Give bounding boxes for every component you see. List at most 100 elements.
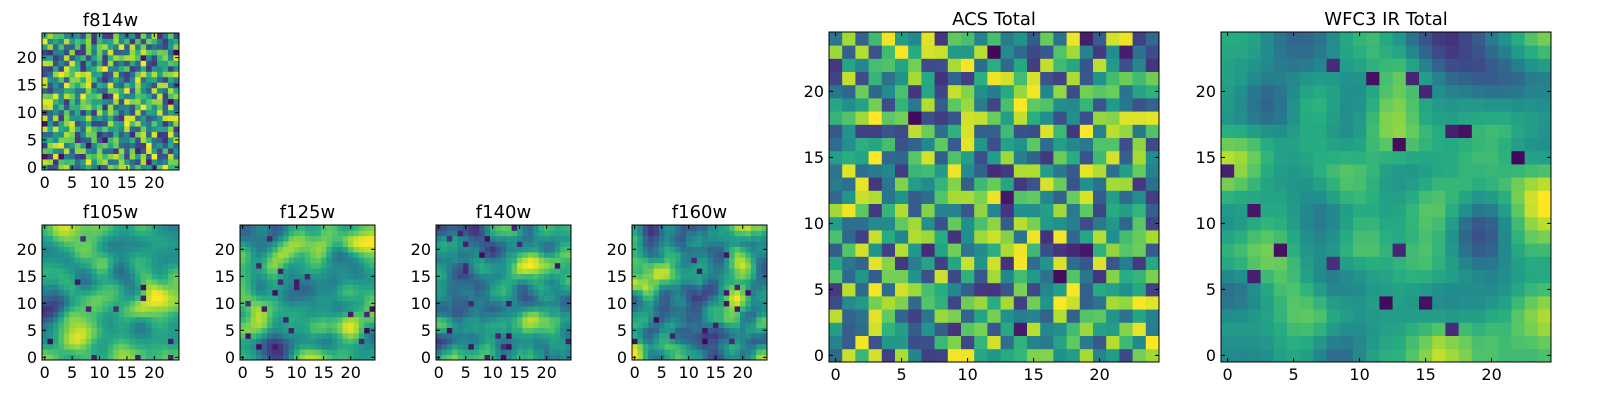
heatmap-cell xyxy=(135,354,142,361)
heatmap-cell xyxy=(718,316,725,323)
heatmap-cell xyxy=(277,289,284,296)
heatmap-cell xyxy=(1040,335,1054,350)
heatmap-cell xyxy=(1537,348,1552,363)
heatmap-cell xyxy=(162,76,169,83)
heatmap-cell xyxy=(1000,111,1015,125)
heatmap-cell xyxy=(151,131,158,138)
heatmap-cell xyxy=(441,295,448,301)
heatmap-cell xyxy=(436,284,442,291)
heatmap-cell xyxy=(151,289,158,296)
heatmap-cell xyxy=(162,300,169,307)
heatmap-cell xyxy=(680,316,687,323)
heatmap-cell xyxy=(135,33,142,39)
heatmap-cell xyxy=(102,338,109,345)
heatmap-cell xyxy=(129,87,136,94)
heatmap-cell xyxy=(669,279,676,285)
heatmap-cell xyxy=(484,246,491,253)
heatmap-cell xyxy=(533,354,539,361)
heatmap-cell xyxy=(1458,309,1473,323)
heatmap-cell xyxy=(921,230,935,244)
heatmap-cell xyxy=(91,225,98,231)
heatmap-cell xyxy=(538,349,545,355)
heatmap-cell xyxy=(283,273,289,280)
heatmap-cell xyxy=(490,300,496,307)
panel-title: f125w xyxy=(280,202,335,223)
heatmap-cell xyxy=(42,349,48,355)
heatmap-cell xyxy=(168,65,174,72)
heatmap-cell xyxy=(1524,348,1539,363)
heatmap-cell xyxy=(934,269,949,284)
heatmap-cell xyxy=(479,338,485,345)
heatmap-cell xyxy=(69,273,76,280)
heatmap-cell xyxy=(637,327,644,334)
heatmap-cell xyxy=(135,98,142,105)
heatmap-cell xyxy=(484,284,491,291)
heatmap-cell xyxy=(1445,124,1459,138)
heatmap-cell xyxy=(565,230,572,237)
heatmap-cell xyxy=(1106,282,1120,297)
heatmap-cell xyxy=(707,338,714,345)
heatmap-cell xyxy=(1145,243,1160,257)
heatmap-cell xyxy=(47,120,54,127)
heatmap-cell xyxy=(740,300,746,307)
heatmap-cell xyxy=(522,343,529,350)
heatmap-cell xyxy=(342,349,349,355)
heatmap-cell xyxy=(1079,98,1094,112)
heatmap-cell xyxy=(129,159,136,165)
heatmap-cell xyxy=(740,306,746,312)
heatmap-cell xyxy=(490,235,496,242)
heatmap-cell xyxy=(47,159,54,165)
heatmap-cell xyxy=(288,354,295,361)
heatmap-cell xyxy=(310,289,316,296)
heatmap-cell xyxy=(331,300,338,307)
heatmap-cell xyxy=(1093,124,1107,138)
heatmap-cell xyxy=(729,343,735,350)
heatmap-cell xyxy=(1260,322,1275,336)
heatmap-cell xyxy=(310,241,316,247)
heatmap-cell xyxy=(669,262,676,269)
heatmap-cell xyxy=(934,230,949,244)
heatmap-cell xyxy=(168,333,174,339)
heatmap-cell xyxy=(745,235,752,242)
heatmap-cell xyxy=(124,333,131,339)
heatmap-cell xyxy=(1471,177,1486,191)
heatmap-cell xyxy=(91,43,98,50)
heatmap-cell xyxy=(1027,124,1041,138)
heatmap-cell xyxy=(987,309,1001,323)
heatmap-cell xyxy=(283,338,289,345)
heatmap-cell xyxy=(326,273,333,280)
heatmap-cell xyxy=(723,262,730,269)
heatmap-cell xyxy=(1013,71,1028,86)
heatmap-cell xyxy=(337,284,343,291)
heatmap-cell xyxy=(675,322,681,328)
heatmap-cell xyxy=(369,268,376,274)
heatmap-cell xyxy=(1366,269,1380,284)
heatmap-cell xyxy=(895,335,909,350)
heatmap-cell xyxy=(294,230,300,237)
heatmap-cell xyxy=(267,306,273,312)
heatmap-cell xyxy=(473,279,480,285)
heatmap-cell xyxy=(691,289,698,296)
heatmap-cell xyxy=(756,343,762,350)
heatmap-cell xyxy=(1106,230,1120,244)
heatmap-cell xyxy=(565,343,572,350)
heatmap-cell xyxy=(173,284,180,291)
heatmap-cell xyxy=(1445,111,1459,125)
heatmap-cell xyxy=(895,177,909,191)
heatmap-cell xyxy=(80,33,87,39)
heatmap-cell xyxy=(868,243,883,257)
heatmap-cell xyxy=(881,256,896,270)
heatmap-cell xyxy=(961,309,975,323)
heatmap-cell xyxy=(446,354,453,361)
heatmap-cell xyxy=(74,246,81,253)
heatmap-cell xyxy=(1260,230,1275,244)
heatmap-cell xyxy=(102,322,109,328)
heatmap-cell xyxy=(1247,282,1261,297)
heatmap-cell xyxy=(168,349,174,355)
heatmap-cell xyxy=(1106,335,1120,350)
heatmap-cell xyxy=(718,268,725,274)
heatmap-cell xyxy=(58,98,65,105)
heatmap-cell xyxy=(1419,150,1433,165)
heatmap-cell xyxy=(441,262,448,269)
heatmap-cell xyxy=(691,257,698,264)
